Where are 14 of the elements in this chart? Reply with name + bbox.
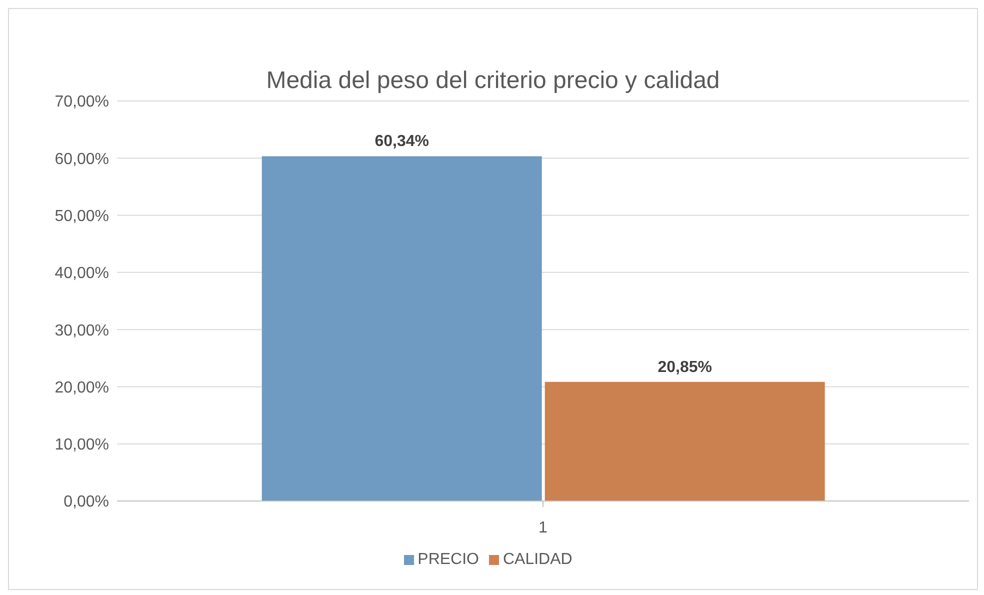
y-tick-label: 70,00% xyxy=(54,94,109,111)
y-tick-label: 60,00% xyxy=(54,150,109,168)
y-tick-label: 10,00% xyxy=(54,436,109,454)
x-tick-label: 1 xyxy=(538,519,548,536)
legend-label: PRECIO xyxy=(418,551,479,568)
data-label: 20,85% xyxy=(658,358,712,376)
y-tick-label: 20,00% xyxy=(54,379,109,396)
chart-title: Media del peso del criterio precio y calidad xyxy=(265,67,721,95)
y-tick-label: 30,00% xyxy=(54,322,109,340)
data-label: 60,34% xyxy=(374,133,429,150)
y-tick-label: 50,00% xyxy=(54,208,109,225)
legend-label: CALIDAD xyxy=(502,551,572,568)
y-tick-label: 40,00% xyxy=(54,265,109,282)
y-tick-label: 0,00% xyxy=(64,494,109,511)
